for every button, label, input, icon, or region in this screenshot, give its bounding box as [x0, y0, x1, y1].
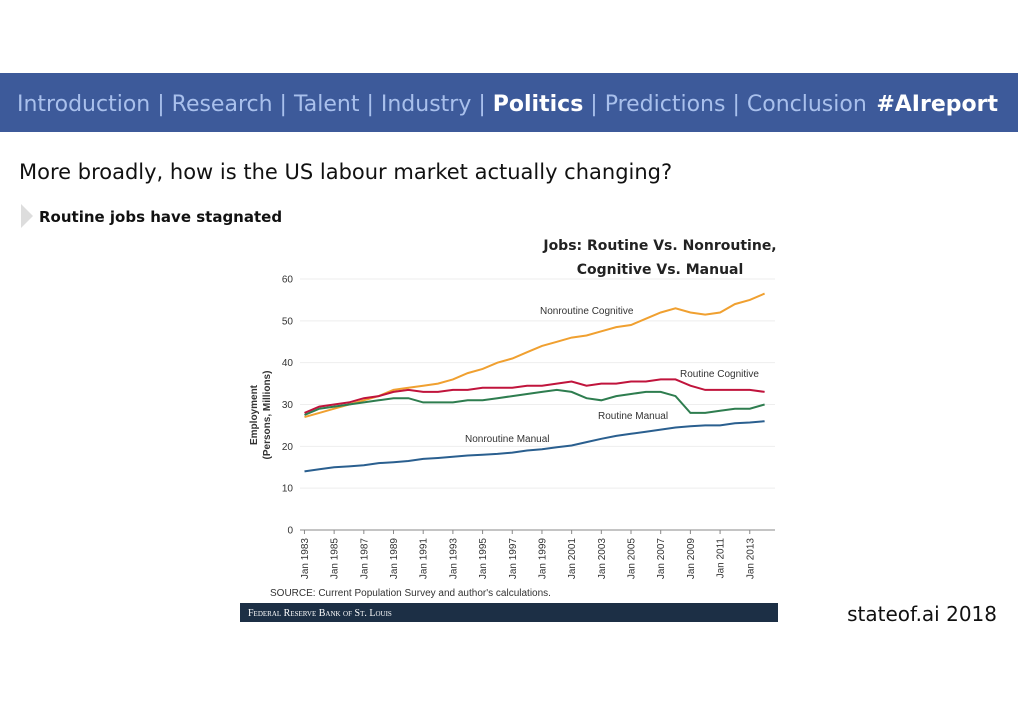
y-tick-label: 40 [282, 358, 294, 369]
nav-item[interactable]: Predictions [605, 92, 726, 117]
nav-separator: | [359, 92, 380, 117]
source-note: SOURCE: Current Population Survey and au… [270, 588, 551, 599]
series-line [304, 420, 765, 473]
x-tick-label: Jan 1991 [419, 538, 430, 580]
legend-label: Nonroutine Manual [465, 434, 550, 445]
legend-label: Routine Cognitive [680, 369, 759, 380]
chart-title: Jobs: Routine Vs. Nonroutine, [542, 238, 776, 254]
nav-separator: | [150, 92, 171, 117]
y-tick-label: 30 [282, 400, 294, 411]
x-tick-label: Jan 1985 [330, 538, 341, 580]
x-tick-label: Jan 1999 [537, 538, 548, 580]
chart: Jobs: Routine Vs. Nonroutine, Cognitive … [240, 238, 778, 622]
nav-separator: | [273, 92, 294, 117]
nav-separator: | [725, 92, 746, 117]
y-tick-label: 60 [282, 275, 294, 286]
x-tick-label: Jan 2011 [716, 538, 727, 579]
nav-item[interactable]: Research [172, 92, 273, 117]
nav-item[interactable]: Introduction [17, 92, 150, 117]
footer: stateof.ai 2018 [847, 602, 997, 626]
nav-menu: Introduction | Research | Talent | Indus… [17, 92, 867, 117]
nav-item[interactable]: Industry [381, 92, 472, 117]
x-tick-label: Jan 2003 [597, 538, 608, 580]
y-tick-label: 20 [282, 442, 294, 453]
publisher-bar [240, 603, 778, 622]
x-tick-label: Jan 1993 [448, 538, 459, 580]
bullet-arrow [21, 204, 33, 228]
x-tick-label: Jan 2009 [686, 538, 697, 580]
nav-bar [0, 73, 1018, 132]
series-line [304, 378, 765, 414]
nav-item[interactable]: Politics [493, 92, 584, 117]
x-tick-label: Jan 2001 [567, 538, 578, 580]
y-tick-label: 10 [282, 484, 294, 495]
legend-label: Routine Manual [598, 411, 668, 422]
nav-item[interactable]: Talent [293, 92, 360, 117]
y-tick-label: 50 [282, 316, 294, 327]
nav-separator: | [471, 92, 492, 117]
y-tick-label: 0 [287, 526, 293, 537]
legend-label: Nonroutine Cognitive [540, 306, 634, 317]
subheading: Routine jobs have stagnated [39, 208, 282, 226]
x-tick-label: Jan 1995 [478, 538, 489, 580]
x-tick-label: Jan 1997 [508, 538, 519, 580]
x-tick-label: Jan 1989 [389, 538, 400, 580]
hashtag: #AIreport [876, 92, 998, 117]
x-tick-label: Jan 1987 [359, 538, 370, 580]
heading: More broadly, how is the US labour marke… [19, 160, 672, 184]
y-axis-label: Employment [249, 384, 260, 445]
x-tick-label: Jan 2013 [745, 538, 756, 580]
y-axis-label: (Persons, Millions) [262, 371, 273, 460]
x-tick-label: Jan 1983 [300, 538, 311, 580]
nav-item[interactable]: Conclusion [747, 92, 867, 117]
publisher: Federal Reserve Bank of St. Louis [248, 608, 392, 619]
series-line [304, 388, 765, 416]
nav-separator: | [583, 92, 604, 117]
series-line [304, 292, 765, 419]
x-tick-label: Jan 2005 [627, 538, 638, 580]
x-tick-label: Jan 2007 [656, 538, 667, 580]
chart-title: Cognitive Vs. Manual [577, 262, 744, 278]
